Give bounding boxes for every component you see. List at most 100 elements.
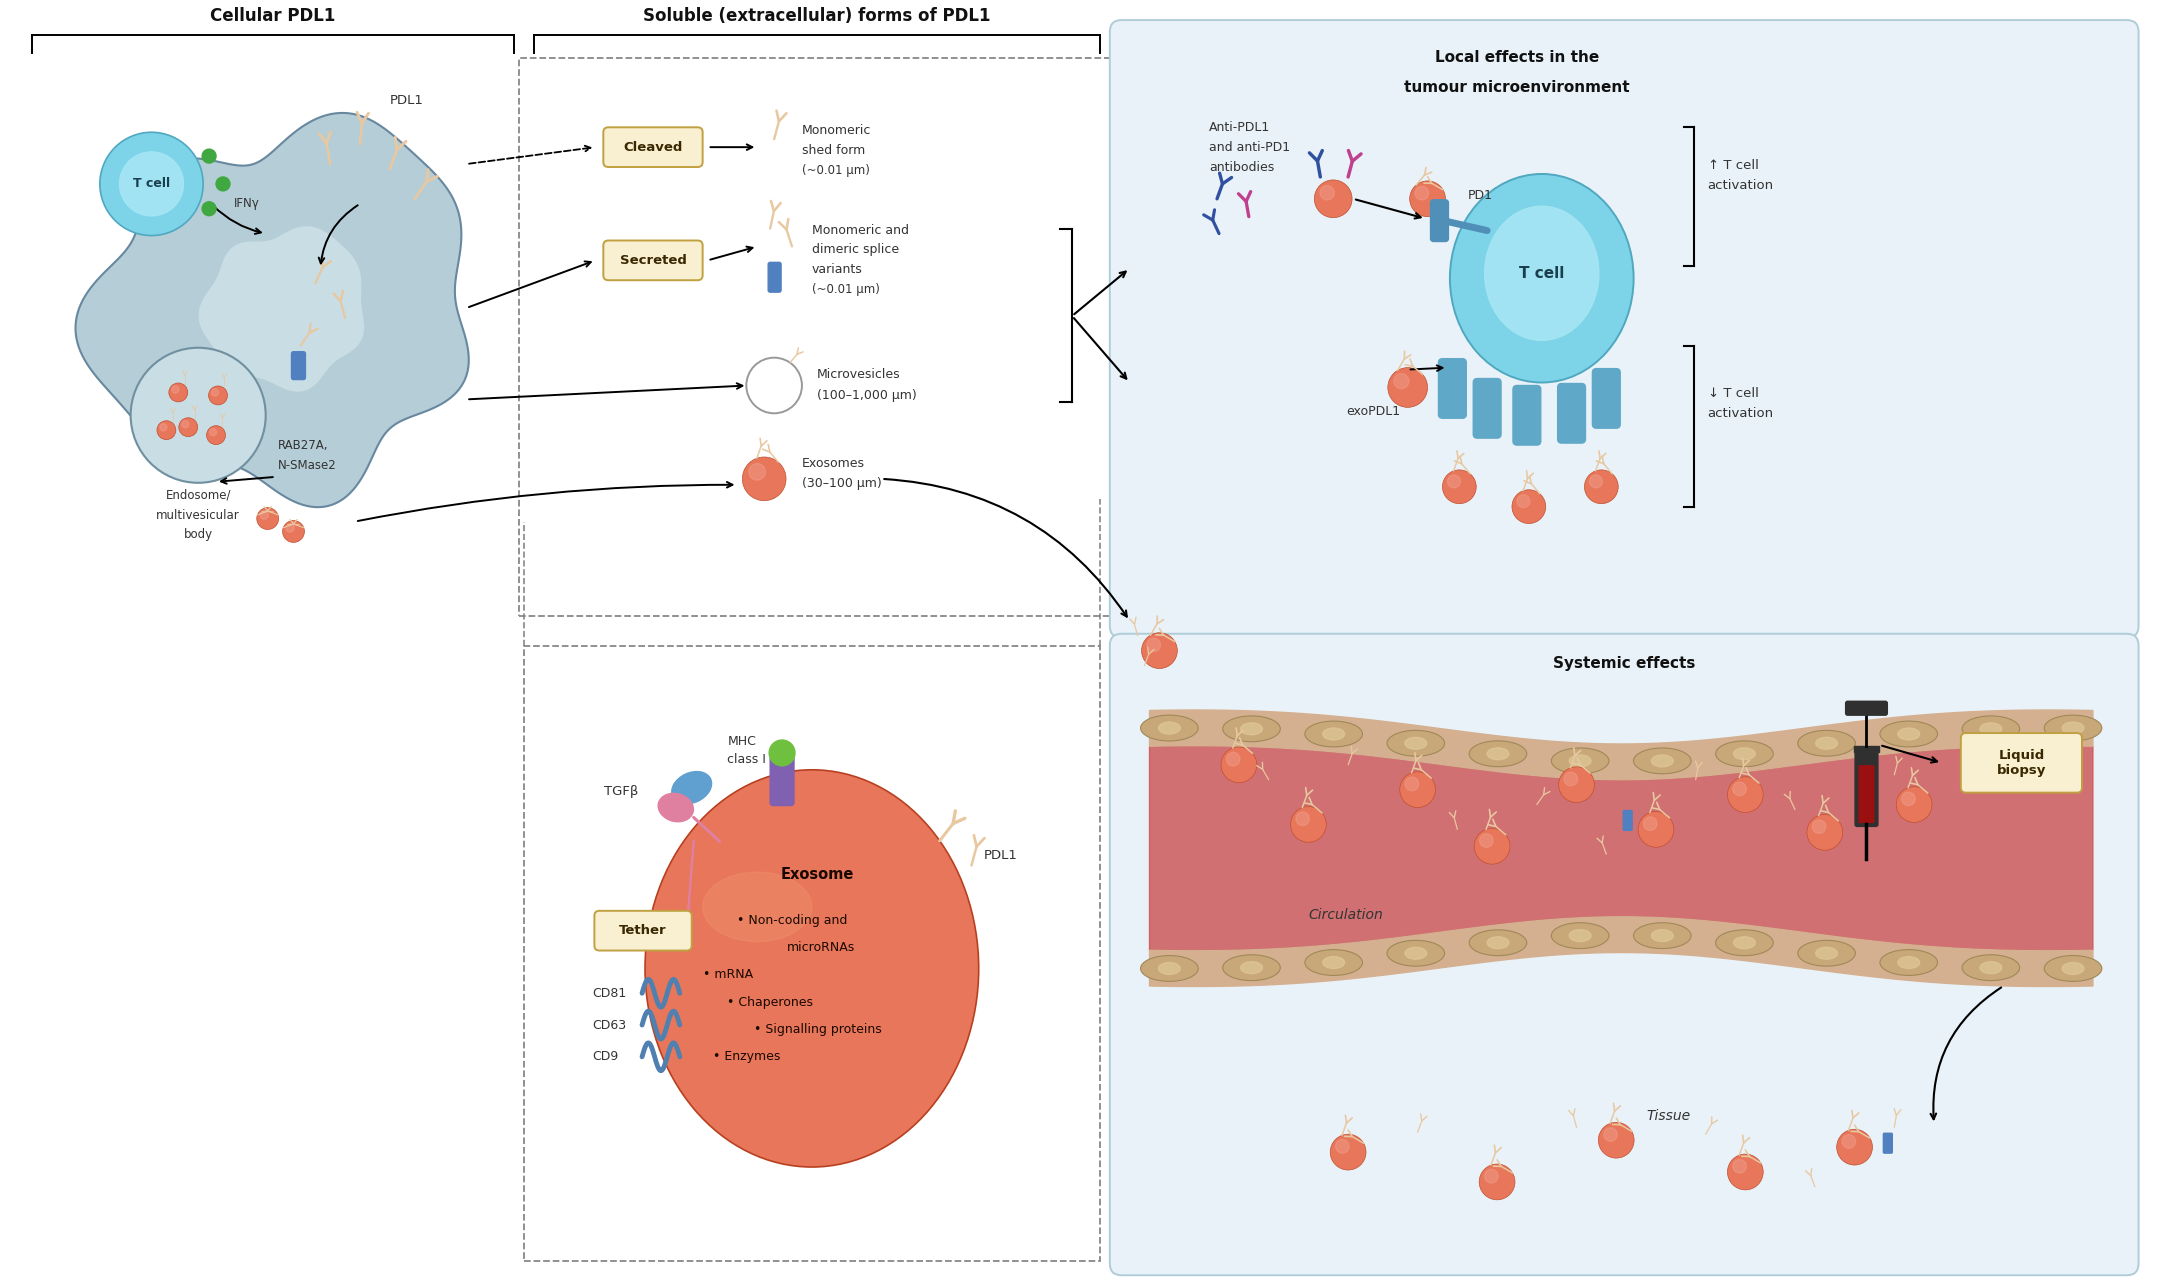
Ellipse shape: [1634, 749, 1692, 774]
Circle shape: [1590, 475, 1603, 488]
Circle shape: [1513, 489, 1545, 524]
Ellipse shape: [1798, 940, 1856, 966]
FancyBboxPatch shape: [524, 646, 1101, 1261]
Ellipse shape: [1897, 728, 1921, 740]
Ellipse shape: [1159, 722, 1180, 734]
FancyBboxPatch shape: [1513, 385, 1541, 446]
FancyBboxPatch shape: [1962, 733, 2082, 792]
Text: CD9: CD9: [593, 1050, 619, 1063]
Ellipse shape: [1716, 741, 1774, 767]
Text: ↑ T cell: ↑ T cell: [1707, 159, 1759, 172]
Ellipse shape: [1485, 207, 1599, 340]
Text: • Chaperones: • Chaperones: [727, 996, 814, 1009]
Text: Monomeric and: Monomeric and: [811, 223, 909, 236]
Ellipse shape: [1306, 722, 1362, 747]
Circle shape: [1142, 633, 1178, 669]
Circle shape: [1733, 782, 1746, 796]
Text: Tether: Tether: [619, 924, 667, 937]
Text: N-SMase2: N-SMase2: [278, 458, 337, 473]
Text: Anti-PDL1: Anti-PDL1: [1208, 121, 1271, 135]
Polygon shape: [76, 113, 468, 507]
Ellipse shape: [645, 770, 980, 1167]
Text: Soluble (extracellular) forms of PDL1: Soluble (extracellular) forms of PDL1: [643, 6, 991, 24]
Circle shape: [285, 524, 293, 532]
FancyBboxPatch shape: [1109, 21, 2139, 638]
Ellipse shape: [1323, 957, 1344, 968]
Circle shape: [1638, 811, 1675, 847]
Circle shape: [1897, 787, 1931, 823]
Text: multivesicular: multivesicular: [155, 508, 240, 521]
FancyBboxPatch shape: [1109, 634, 2139, 1275]
Ellipse shape: [1981, 962, 2003, 973]
Circle shape: [211, 389, 218, 395]
Text: dimeric splice: dimeric splice: [811, 244, 900, 257]
Ellipse shape: [1815, 737, 1836, 750]
Circle shape: [203, 149, 216, 163]
Polygon shape: [1150, 917, 2093, 986]
Ellipse shape: [1569, 930, 1590, 941]
FancyBboxPatch shape: [1593, 369, 1621, 428]
Ellipse shape: [1981, 723, 2003, 734]
Text: variants: variants: [811, 263, 863, 276]
Ellipse shape: [658, 794, 693, 822]
Text: Local effects in the: Local effects in the: [1435, 50, 1599, 64]
Text: PDL1: PDL1: [391, 95, 423, 108]
Text: • Signalling proteins: • Signalling proteins: [755, 1023, 883, 1036]
Text: IFNγ: IFNγ: [233, 196, 259, 209]
Circle shape: [1726, 777, 1763, 813]
Text: • Non-coding and: • Non-coding and: [738, 914, 848, 927]
Circle shape: [1336, 1140, 1349, 1153]
Ellipse shape: [1651, 930, 1672, 941]
Ellipse shape: [1306, 950, 1362, 976]
Ellipse shape: [1962, 716, 2020, 742]
Text: activation: activation: [1707, 407, 1774, 420]
Ellipse shape: [704, 872, 811, 941]
Circle shape: [1329, 1134, 1366, 1170]
Ellipse shape: [1815, 948, 1836, 959]
Ellipse shape: [1487, 747, 1508, 760]
Text: Cellular PDL1: Cellular PDL1: [209, 6, 334, 24]
Text: ↓ T cell: ↓ T cell: [1707, 388, 1759, 401]
Circle shape: [1409, 181, 1446, 217]
Circle shape: [1405, 777, 1418, 791]
Circle shape: [1565, 772, 1577, 786]
FancyBboxPatch shape: [1856, 749, 1877, 827]
FancyBboxPatch shape: [1858, 765, 1873, 823]
Ellipse shape: [1405, 737, 1426, 750]
Circle shape: [1517, 494, 1530, 507]
Circle shape: [158, 421, 175, 439]
Circle shape: [132, 348, 265, 483]
Circle shape: [1644, 817, 1657, 831]
Text: and anti-PD1: and anti-PD1: [1208, 141, 1290, 154]
Circle shape: [119, 152, 183, 216]
Text: Exosomes: Exosomes: [803, 457, 865, 470]
Ellipse shape: [1897, 957, 1921, 968]
FancyBboxPatch shape: [1474, 379, 1502, 438]
Circle shape: [749, 464, 766, 480]
Text: Cleaved: Cleaved: [624, 141, 682, 154]
FancyBboxPatch shape: [770, 755, 794, 805]
Circle shape: [742, 457, 786, 501]
Ellipse shape: [1880, 722, 1938, 747]
Circle shape: [1480, 833, 1493, 847]
Text: (30–100 μm): (30–100 μm): [803, 476, 883, 489]
Circle shape: [1584, 470, 1618, 503]
Circle shape: [1146, 638, 1161, 652]
Ellipse shape: [2063, 963, 2085, 975]
Ellipse shape: [1552, 923, 1610, 949]
Text: MHC: MHC: [727, 734, 755, 749]
Circle shape: [1733, 1159, 1746, 1174]
FancyBboxPatch shape: [1845, 701, 1888, 715]
Ellipse shape: [1323, 728, 1344, 740]
Circle shape: [1474, 828, 1511, 864]
Circle shape: [1394, 374, 1409, 389]
Text: Monomeric: Monomeric: [803, 125, 872, 137]
Circle shape: [1843, 1135, 1856, 1148]
Circle shape: [747, 358, 803, 413]
Text: tumour microenvironment: tumour microenvironment: [1405, 80, 1629, 95]
Circle shape: [1599, 1122, 1634, 1158]
Ellipse shape: [671, 772, 712, 804]
Circle shape: [1297, 811, 1310, 826]
Text: RAB27A,: RAB27A,: [278, 439, 328, 452]
Text: Circulation: Circulation: [1308, 908, 1383, 922]
